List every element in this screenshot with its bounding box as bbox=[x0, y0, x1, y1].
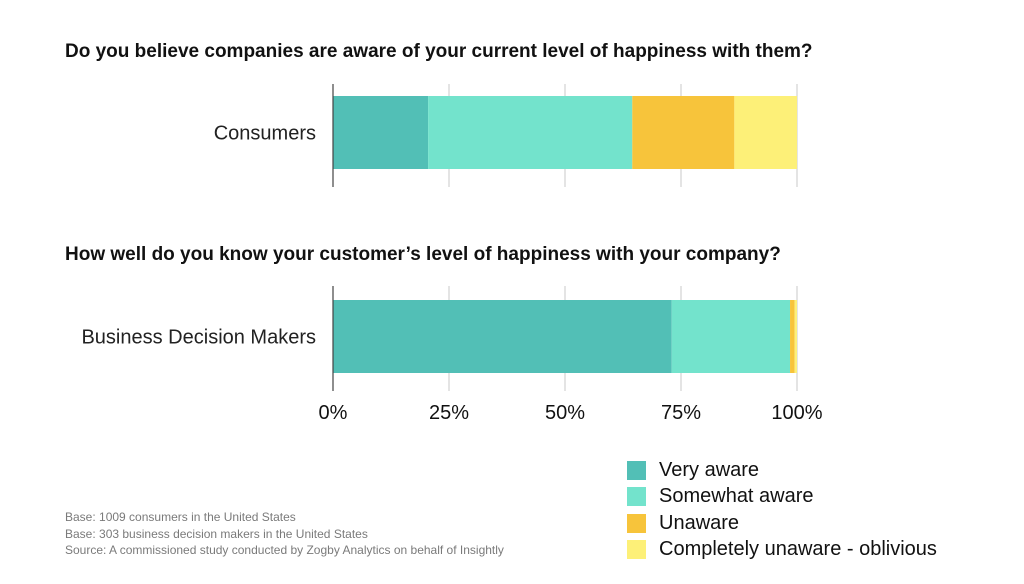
legend-item: Somewhat aware bbox=[627, 484, 937, 511]
footnotes: Base: 1009 consumers in the United State… bbox=[65, 509, 504, 559]
category-label: Consumers bbox=[214, 123, 316, 145]
x-tick-label: 25% bbox=[429, 402, 469, 424]
x-tick-label: 50% bbox=[545, 402, 585, 424]
legend-item: Unaware bbox=[627, 510, 937, 537]
legend-swatch bbox=[627, 513, 646, 533]
x-tick-label: 100% bbox=[771, 402, 822, 424]
x-tick-label: 75% bbox=[661, 402, 701, 424]
bar-segment bbox=[333, 96, 429, 169]
legend-label: Very aware bbox=[659, 458, 760, 481]
category-label: Business Decision Makers bbox=[81, 327, 316, 349]
bar-segment bbox=[632, 96, 735, 169]
x-tick-label: 0% bbox=[319, 402, 348, 424]
question-title-business: How well do you know your customer’s lev… bbox=[65, 244, 781, 265]
base-consumers-note: Base: 1009 consumers in the United State… bbox=[65, 510, 296, 524]
legend-item: Very aware bbox=[627, 457, 937, 484]
legend-swatch bbox=[627, 487, 646, 507]
source-note: Source: A commissioned study conducted b… bbox=[65, 543, 504, 557]
bar-segment bbox=[671, 300, 791, 373]
legend-item: Completely unaware - oblivious bbox=[627, 537, 937, 564]
base-business-note: Base: 303 business decision makers in th… bbox=[65, 526, 368, 541]
bar-segment bbox=[794, 300, 797, 373]
bar-segment bbox=[333, 300, 672, 373]
legend-label: Completely unaware - oblivious bbox=[659, 538, 937, 561]
bar-segment bbox=[428, 96, 633, 169]
legend-label: Unaware bbox=[659, 511, 740, 534]
question-title-consumers: Do you believe companies are aware of yo… bbox=[65, 41, 813, 62]
legend-swatch bbox=[627, 460, 646, 480]
bar-segment bbox=[734, 96, 797, 169]
legend-label: Somewhat aware bbox=[659, 485, 814, 508]
bar-segment bbox=[790, 300, 795, 373]
chart-legend: Very aware Somewhat aware Unaware Completel… bbox=[627, 457, 937, 563]
legend-swatch bbox=[627, 540, 646, 560]
